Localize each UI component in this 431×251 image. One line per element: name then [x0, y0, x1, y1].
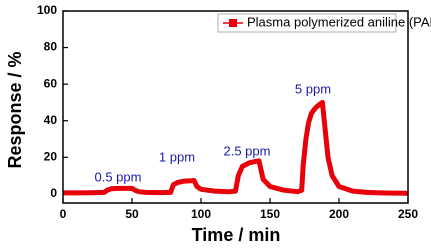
- data-line: [63, 99, 409, 196]
- annotation: 5 ppm: [295, 81, 331, 96]
- x-tick-label: 150: [260, 207, 280, 221]
- y-tick-label: 60: [44, 76, 58, 90]
- x-tick-label: 250: [398, 207, 418, 221]
- plot-frame: [62, 10, 409, 204]
- legend-marker: [229, 19, 237, 27]
- y-tick-label: 20: [44, 149, 58, 163]
- y-tick-label: 80: [44, 40, 58, 54]
- legend-label: Plasma polymerized aniline (PANI): [247, 14, 431, 29]
- y-tick-label: 40: [44, 113, 58, 127]
- x-axis-label: Time / min: [192, 225, 281, 245]
- x-tick-label: 100: [191, 207, 211, 221]
- y-tick-label: 0: [50, 186, 57, 200]
- annotation: 1 ppm: [159, 149, 195, 164]
- annotation: 2.5 ppm: [224, 143, 271, 158]
- x-tick-label: 200: [329, 207, 349, 221]
- x-tick-label: 0: [60, 207, 67, 221]
- legend-box: [217, 13, 397, 33]
- x-tick-label: 50: [125, 207, 139, 221]
- annotation: 0.5 ppm: [95, 169, 142, 184]
- y-axis-label: Response / %: [5, 51, 25, 168]
- y-tick-label: 100: [37, 3, 57, 17]
